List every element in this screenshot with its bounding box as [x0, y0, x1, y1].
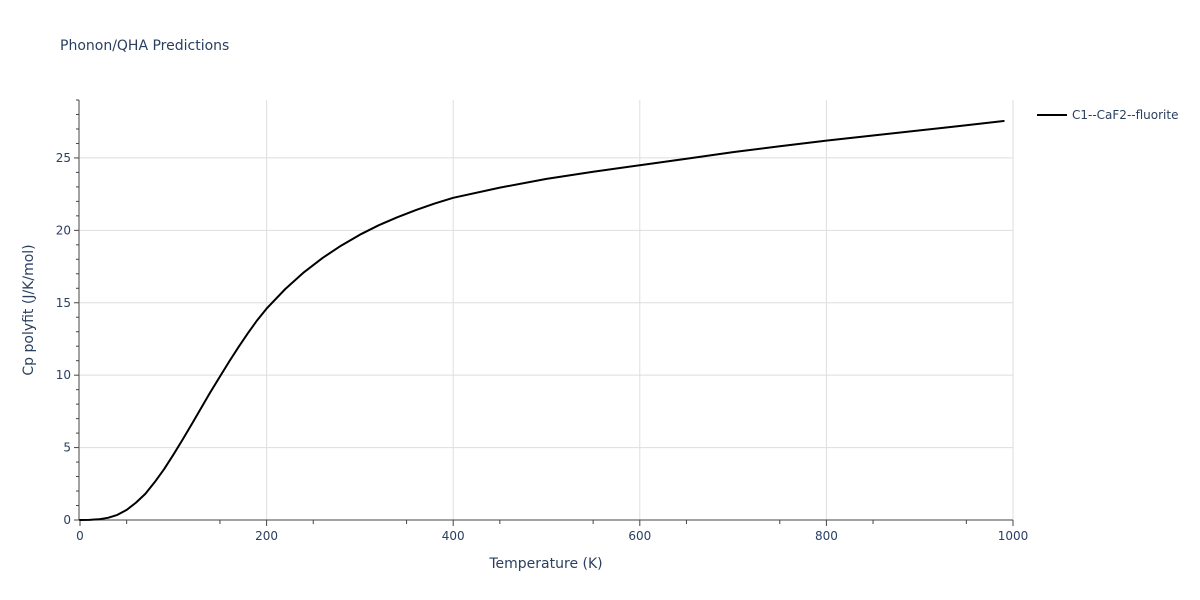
grid: [80, 100, 1014, 520]
x-tick-label: 800: [815, 529, 838, 543]
y-tick-label: 25: [56, 151, 71, 165]
legend[interactable]: C1--CaF2--fluorite: [1037, 108, 1178, 122]
x-tick-label: 1000: [998, 529, 1029, 543]
legend-label: C1--CaF2--fluorite: [1072, 108, 1178, 122]
x-tick-label: 200: [255, 529, 278, 543]
series: [79, 120, 1005, 521]
axes: [78, 100, 1013, 521]
y-tick-label: 20: [56, 223, 71, 237]
y-tick-label: 15: [56, 296, 71, 310]
x-tick-label: 400: [442, 529, 465, 543]
y-tick-label: 0: [63, 513, 71, 527]
chart-title: Phonon/QHA Predictions: [60, 38, 229, 54]
series-line: [79, 120, 1005, 521]
y-axis-title: Cp polyfit (J/K/mol): [21, 244, 37, 375]
x-tick-label: 600: [628, 529, 651, 543]
y-tick-label: 5: [63, 441, 71, 455]
x-tick-label: 0: [76, 529, 84, 543]
y-tick-label: 10: [56, 368, 71, 382]
ticks: 0 200 400 600 800 1000 0 5 10 15 20 25: [56, 99, 1029, 543]
x-axis-title: Temperature (K): [488, 556, 602, 572]
